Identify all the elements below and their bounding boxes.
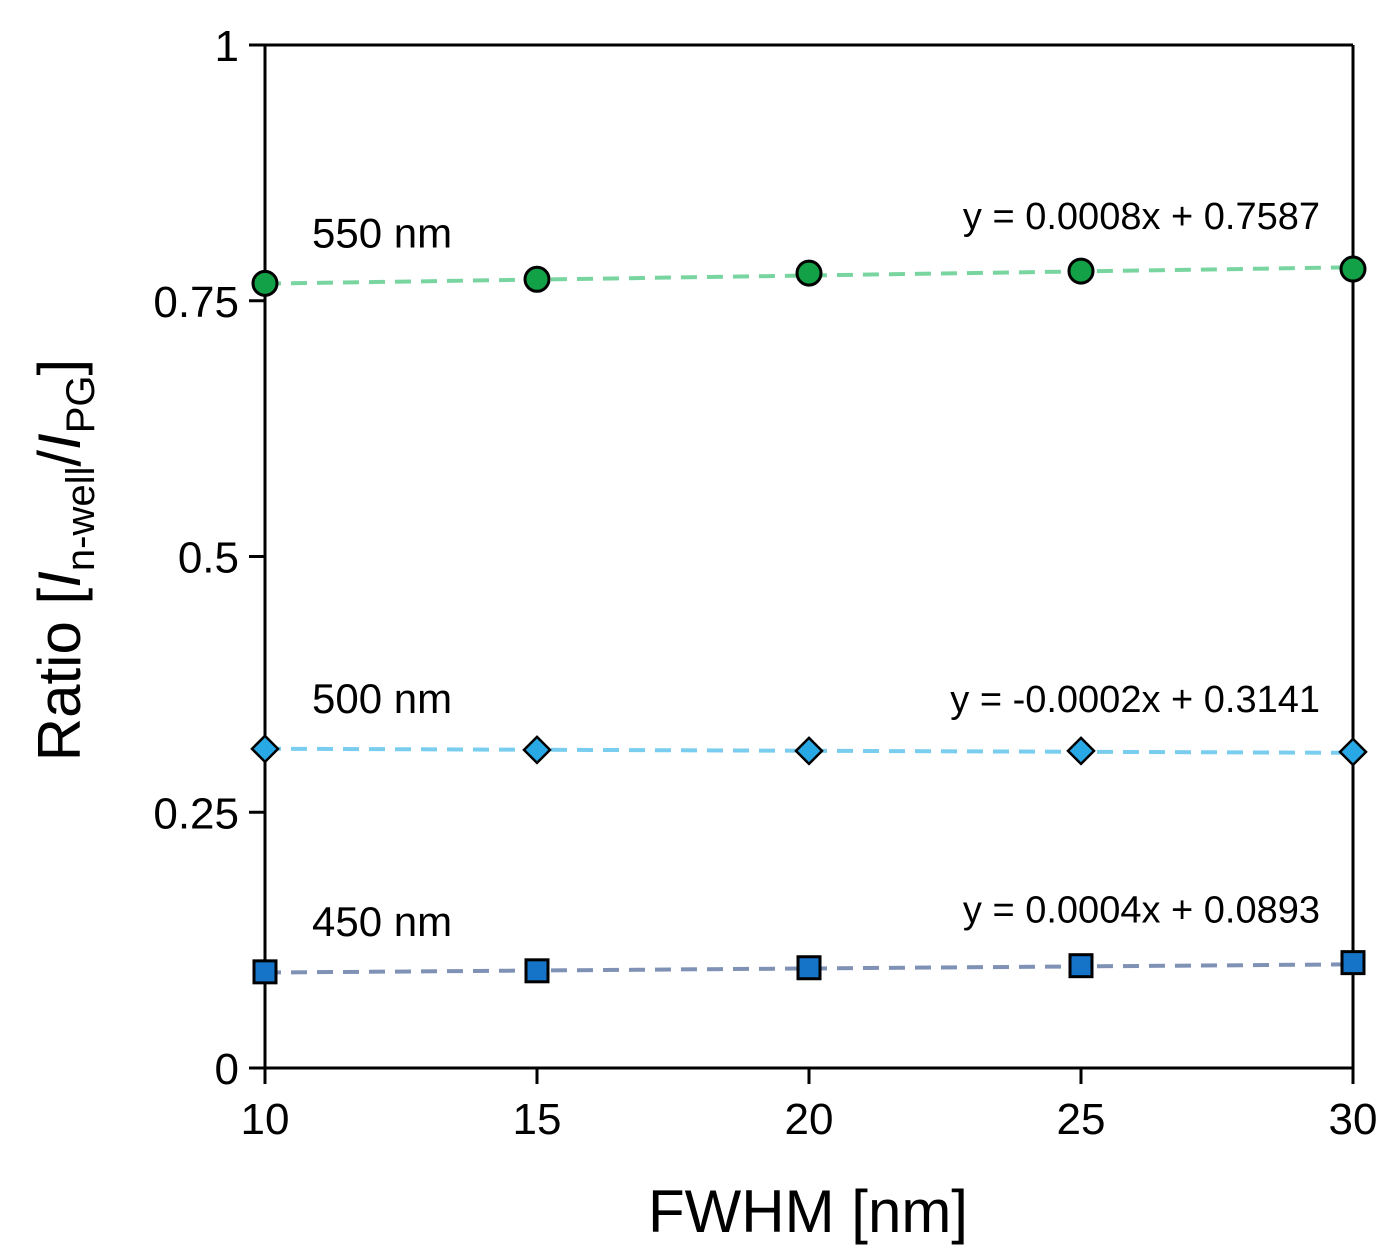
- fit-equation: y = 0.0004x + 0.0893: [963, 890, 1320, 932]
- y-axis-title-slash: /: [26, 450, 93, 467]
- y-tick-label: 0.25: [153, 789, 239, 838]
- series-labels: 550 nm y = 0.0008x + 0.7587 500 nm y = -0.0…: [312, 196, 1320, 945]
- y-axis-title-i2: I: [26, 433, 93, 450]
- data-point-diamond: [250, 734, 280, 764]
- x-tick-label: 20: [785, 1095, 834, 1144]
- y-tick-label: 1: [215, 22, 239, 71]
- data-point-circle: [251, 269, 279, 297]
- data-point-diamond: [522, 735, 552, 765]
- x-tick-label: 30: [1329, 1095, 1378, 1144]
- data-point-diamond: [1338, 737, 1368, 767]
- y-axis-title: Ratio [In-well/IPG]: [26, 359, 103, 761]
- x-tick-label: 10: [241, 1095, 290, 1144]
- x-tick-label: 25: [1057, 1095, 1106, 1144]
- x-tick-label: 15: [513, 1095, 562, 1144]
- fit-equation: y = -0.0002x + 0.3141: [950, 679, 1320, 721]
- y-axis-title-prefix: Ratio [: [26, 587, 93, 761]
- data-point-square: [1068, 953, 1094, 979]
- data-point-square: [252, 959, 278, 985]
- series-label: 500 nm: [312, 675, 452, 722]
- data-point-square: [796, 955, 822, 981]
- data-markers: [250, 255, 1368, 985]
- y-axis-title-suffix: ]: [26, 359, 93, 376]
- data-point-diamond: [1066, 736, 1096, 766]
- data-point-circle: [1339, 255, 1367, 283]
- series-label: 450 nm: [312, 898, 452, 945]
- y-tick-label: 0: [215, 1045, 239, 1094]
- y-axis-title-sub1: n-well: [59, 467, 103, 571]
- y-axis-title-sub2: PG: [59, 375, 103, 433]
- data-point-square: [1340, 950, 1366, 976]
- data-point-circle: [523, 265, 551, 293]
- axes: 0 0.25 0.5 0.75 1 10 15 20 25 30: [153, 22, 1377, 1144]
- data-point-square: [524, 958, 550, 984]
- x-axis-title: FWHM [nm]: [648, 1178, 968, 1245]
- y-axis-title-i1: I: [26, 571, 93, 588]
- data-point-circle: [795, 259, 823, 287]
- series-label: 550 nm: [312, 209, 452, 256]
- y-tick-label: 0.5: [178, 534, 239, 583]
- y-tick-label: 0.75: [153, 278, 239, 327]
- data-point-circle: [1067, 257, 1095, 285]
- fit-equation: y = 0.0008x + 0.7587: [963, 196, 1320, 238]
- fit-lines: [264, 265, 1354, 975]
- data-point-diamond: [794, 736, 824, 766]
